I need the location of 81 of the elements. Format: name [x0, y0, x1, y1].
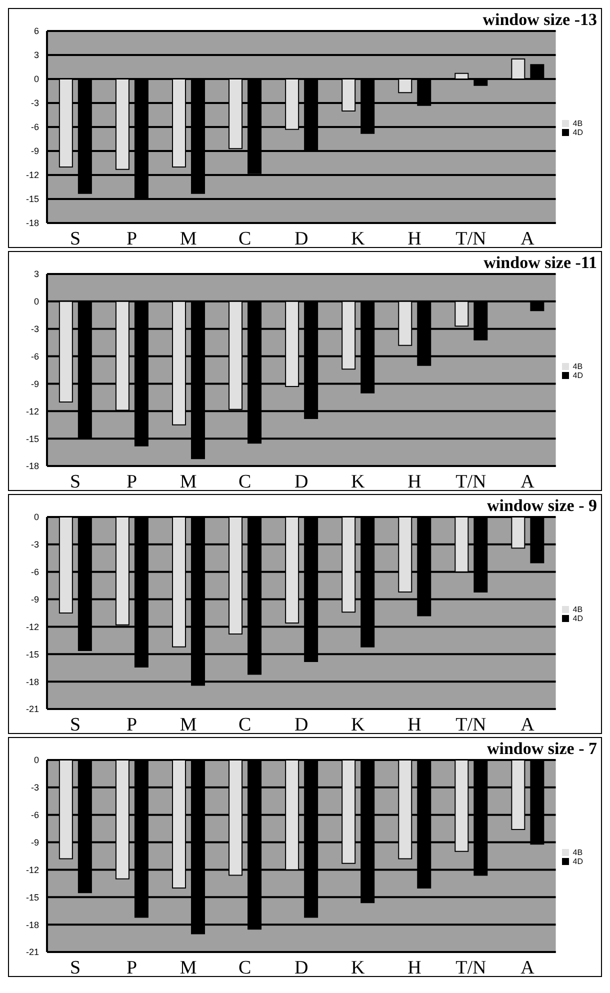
- x-tick-label: M: [180, 471, 197, 492]
- chart-title: window size -11: [484, 253, 597, 273]
- x-tick-label: S: [70, 957, 81, 978]
- legend-label: 4B: [572, 848, 583, 857]
- chart-title: window size - 7: [486, 739, 597, 759]
- x-tick-label: K: [351, 471, 366, 492]
- y-tick-label: -12: [26, 170, 39, 180]
- x-tick-label: K: [351, 714, 366, 736]
- y-tick-label: -6: [30, 567, 39, 578]
- x-tick-label: D: [294, 228, 308, 250]
- x-tick-label: P: [126, 471, 138, 492]
- y-tick-label: -3: [30, 540, 39, 550]
- chart-title: window size - 9: [486, 496, 597, 516]
- x-tick-label: D: [294, 957, 308, 978]
- y-tick-label: 0: [34, 512, 39, 522]
- y-tick-label: 0: [34, 296, 39, 307]
- y-tick-label: -3: [30, 782, 39, 793]
- legend-label: 4B: [572, 362, 583, 371]
- legend-label: 4B: [572, 605, 583, 614]
- legend-label: 4D: [572, 857, 583, 866]
- legend-label: 4D: [572, 614, 583, 623]
- x-tick-label: K: [351, 228, 366, 250]
- x-tick-label: C: [238, 228, 252, 250]
- x-tick-label: A: [520, 228, 535, 250]
- y-tick-label: 3: [34, 269, 39, 280]
- x-tick-label: C: [238, 957, 252, 978]
- x-tick-label: M: [180, 957, 197, 978]
- legend-label: 4D: [572, 371, 583, 380]
- y-tick-label: -9: [30, 837, 39, 848]
- x-tick-label: D: [294, 471, 308, 492]
- y-tick-label: -12: [26, 406, 39, 416]
- y-tick-label: -18: [26, 461, 39, 472]
- y-tick-label: -21: [26, 947, 39, 958]
- x-tick-label: T/N: [456, 957, 487, 978]
- y-tick-label: -9: [30, 594, 39, 604]
- legend-label: 4B: [572, 119, 583, 128]
- x-tick-label: M: [180, 228, 197, 250]
- x-tick-label: H: [408, 714, 422, 736]
- x-tick-label: H: [408, 471, 422, 492]
- y-tick-label: -6: [30, 810, 39, 820]
- y-tick-label: -18: [26, 676, 39, 687]
- x-tick-label: M: [180, 714, 197, 736]
- x-tick-label: T/N: [456, 714, 487, 736]
- y-tick-label: -12: [26, 622, 39, 632]
- y-tick-label: -12: [26, 864, 39, 875]
- x-tick-label: H: [408, 228, 422, 250]
- y-tick-label: 6: [34, 26, 39, 36]
- x-tick-label: K: [351, 957, 366, 978]
- y-tick-label: -15: [26, 649, 39, 660]
- y-tick-label: -6: [30, 122, 39, 132]
- chart-title: window size -13: [482, 10, 597, 30]
- y-tick-label: -15: [26, 434, 39, 444]
- x-tick-label: C: [238, 714, 252, 736]
- y-tick-label: -21: [26, 704, 39, 714]
- y-tick-label: 0: [34, 755, 39, 766]
- x-tick-label: D: [294, 714, 308, 736]
- x-tick-label: A: [520, 957, 535, 978]
- y-tick-label: 3: [34, 50, 39, 60]
- x-tick-label: A: [520, 714, 535, 736]
- legend-label: 4D: [572, 128, 583, 137]
- y-tick-label: -18: [26, 218, 39, 228]
- y-tick-label: -9: [30, 378, 39, 389]
- y-tick-label: 0: [34, 74, 39, 84]
- y-tick-label: -18: [26, 920, 39, 930]
- x-tick-label: A: [520, 471, 535, 492]
- x-tick-label: C: [238, 471, 252, 492]
- x-tick-label: P: [126, 957, 138, 978]
- x-tick-label: S: [70, 228, 81, 250]
- x-tick-label: P: [126, 714, 138, 736]
- x-tick-label: H: [408, 957, 422, 978]
- x-tick-label: T/N: [456, 228, 487, 250]
- y-tick-label: -15: [26, 194, 39, 204]
- y-tick-label: -3: [30, 324, 39, 334]
- x-tick-label: T/N: [456, 471, 487, 492]
- x-tick-label: P: [126, 228, 138, 250]
- y-tick-label: -9: [30, 146, 39, 156]
- x-tick-label: S: [70, 714, 81, 736]
- y-tick-label: -3: [30, 98, 39, 108]
- x-tick-label: S: [70, 471, 81, 492]
- y-tick-label: -15: [26, 892, 39, 902]
- y-tick-label: -6: [30, 351, 39, 362]
